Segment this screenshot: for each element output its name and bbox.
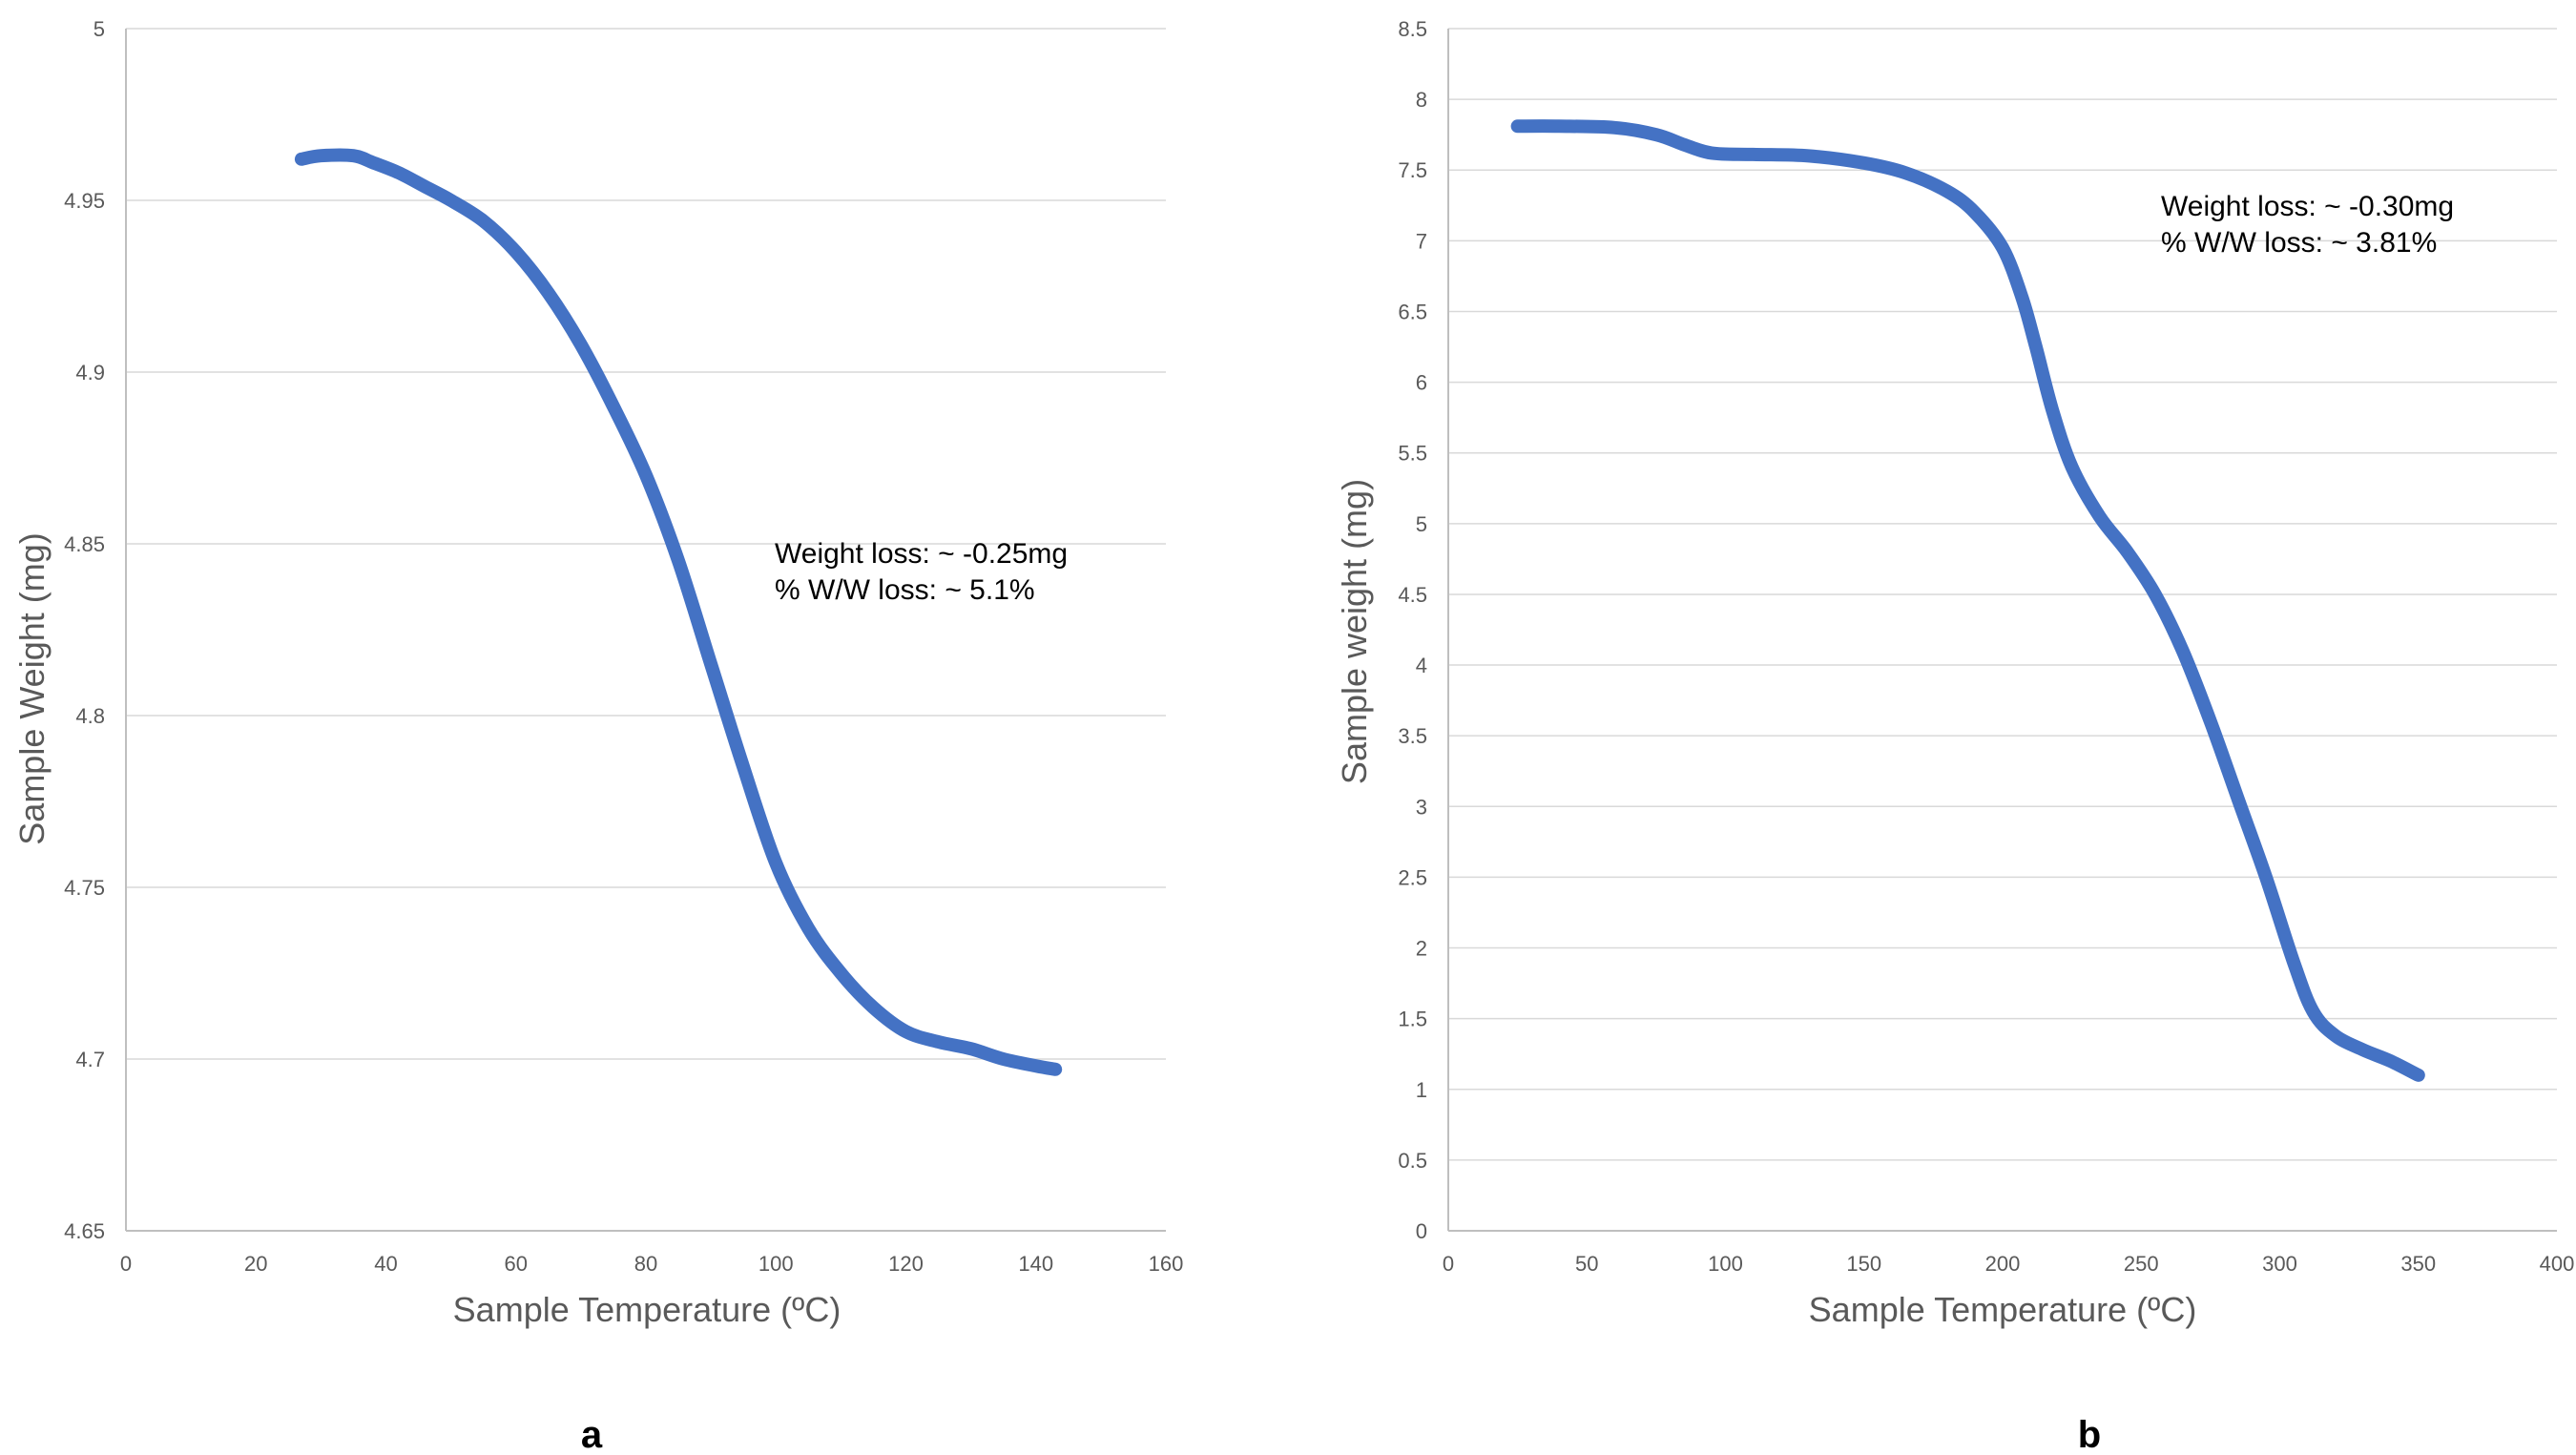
x-tick-label: 140 xyxy=(1018,1252,1053,1276)
chart-panel-a: 4.65 4.7 4.75 4.8 4.85 4.9 4.95 5 0 20 40 60 80 100 1… xyxy=(12,17,1183,1455)
y-tick-label: 4.65 xyxy=(64,1219,105,1243)
x-tick-label: 40 xyxy=(374,1252,397,1276)
y-tick-label: 6 xyxy=(1416,371,1427,395)
y-tick-label: 8.5 xyxy=(1398,17,1427,41)
y-tick-label: 5.5 xyxy=(1398,442,1427,466)
x-tick-label: 0 xyxy=(1443,1252,1454,1276)
y-axis-title-b: Sample weight (mg) xyxy=(1335,479,1374,784)
y-tick-label: 4.75 xyxy=(64,876,105,900)
chart-panel-b: 0 0.5 1 1.5 2 2.5 3 3.5 4 4.5 5 5.5 6 6.5 7 7.5 8 8.5 0 50… xyxy=(1335,17,2574,1455)
y-tick-labels-b: 0 0.5 1 1.5 2 2.5 3 3.5 4 4.5 5 5.5 6 6.5 7 7.5 8 8.5 xyxy=(1398,17,1427,1243)
y-tick-label: 5 xyxy=(93,17,105,41)
panel-label-a: a xyxy=(581,1414,603,1455)
y-tick-label: 4 xyxy=(1416,654,1427,677)
y-tick-label: 8 xyxy=(1416,88,1427,112)
y-axis-title-a: Sample Weight (mg) xyxy=(12,532,52,844)
x-axis-title-a: Sample Temperature (ºC) xyxy=(453,1290,841,1329)
x-tick-label: 60 xyxy=(505,1252,528,1276)
y-tick-label: 4.7 xyxy=(75,1048,105,1071)
annotation-b-line-1: Weight loss: ~ -0.30mg xyxy=(2161,191,2454,222)
y-tick-label: 4.9 xyxy=(75,361,105,385)
x-tick-label: 100 xyxy=(758,1252,794,1276)
y-tick-label: 3 xyxy=(1416,795,1427,819)
x-tick-label: 350 xyxy=(2400,1252,2436,1276)
annotation-a-line-1: Weight loss: ~ -0.25mg xyxy=(775,538,1068,570)
y-tick-label: 1 xyxy=(1416,1078,1427,1102)
y-tick-label: 4.85 xyxy=(64,532,105,556)
axes-b xyxy=(1447,29,2557,1232)
y-tick-label: 4.5 xyxy=(1398,583,1427,607)
y-tick-label: 3.5 xyxy=(1398,724,1427,748)
y-tick-labels-a: 4.65 4.7 4.75 4.8 4.85 4.9 4.95 5 xyxy=(64,17,105,1243)
y-tick-label: 4.8 xyxy=(75,704,105,728)
series-b xyxy=(1510,119,2425,1082)
x-tick-label: 80 xyxy=(634,1252,657,1276)
annotation-b-line-2: % W/W loss: ~ 3.81% xyxy=(2161,227,2437,259)
x-tick-label: 20 xyxy=(244,1252,267,1276)
series-a xyxy=(294,148,1063,1076)
y-tick-label: 4.95 xyxy=(64,189,105,213)
series-line xyxy=(294,148,1063,1076)
x-axis-title-b: Sample Temperature (ºC) xyxy=(1809,1290,2197,1329)
panel-label-b: b xyxy=(2078,1414,2101,1455)
x-tick-labels-a: 0 20 40 60 80 100 120 140 160 xyxy=(120,1252,1183,1276)
y-tick-label: 5 xyxy=(1416,512,1427,536)
x-tick-label: 250 xyxy=(2124,1252,2159,1276)
x-tick-label: 120 xyxy=(888,1252,924,1276)
y-tick-label: 1.5 xyxy=(1398,1008,1427,1031)
y-tick-label: 0 xyxy=(1416,1219,1427,1243)
y-tick-label: 2 xyxy=(1416,937,1427,961)
x-tick-label: 50 xyxy=(1575,1252,1598,1276)
y-tick-label: 2.5 xyxy=(1398,865,1427,889)
x-tick-label: 100 xyxy=(1708,1252,1743,1276)
x-tick-label: 400 xyxy=(2540,1252,2575,1276)
y-tick-label: 7.5 xyxy=(1398,158,1427,182)
x-tick-labels-b: 0 50 100 150 200 250 300 350 400 xyxy=(1443,1252,2574,1276)
series-line xyxy=(1510,119,2425,1082)
y-tick-label: 6.5 xyxy=(1398,300,1427,323)
x-tick-label: 200 xyxy=(1985,1252,2021,1276)
y-tick-label: 0.5 xyxy=(1398,1149,1427,1173)
x-tick-label: 0 xyxy=(120,1252,132,1276)
y-tick-label: 7 xyxy=(1416,229,1427,253)
x-tick-label: 300 xyxy=(2262,1252,2297,1276)
axes-a xyxy=(125,29,1166,1232)
x-tick-label: 150 xyxy=(1846,1252,1881,1276)
gridlines-a xyxy=(126,28,1166,1060)
x-tick-label: 160 xyxy=(1149,1252,1184,1276)
annotation-a-line-2: % W/W loss: ~ 5.1% xyxy=(775,574,1035,606)
gridlines-b xyxy=(1448,28,2557,1161)
